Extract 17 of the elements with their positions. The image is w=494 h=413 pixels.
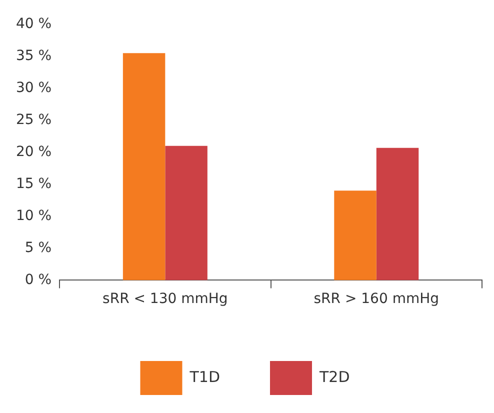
y-tick-label: 10 %	[16, 208, 52, 224]
bar	[376, 148, 419, 280]
x-tick-label: sRR > 160 mmHg	[314, 291, 440, 308]
legend-label: T2D	[318, 368, 350, 386]
bar	[165, 146, 208, 280]
bar	[334, 190, 376, 280]
legend-label: T1D	[188, 368, 220, 386]
y-tick-label: 20 %	[16, 144, 52, 160]
bar	[122, 53, 166, 280]
y-tick-label: 0 %	[24, 272, 52, 288]
y-tick-label: 25 %	[16, 112, 52, 128]
y-tick-label: 35 %	[16, 48, 52, 64]
y-tick-label: 30 %	[16, 80, 52, 96]
y-tick-label: 5 %	[24, 240, 52, 256]
x-tick-label: sRR < 130 mmHg	[102, 291, 228, 308]
y-tick-label: 40 %	[16, 16, 52, 32]
y-tick-label: 15 %	[16, 176, 52, 192]
